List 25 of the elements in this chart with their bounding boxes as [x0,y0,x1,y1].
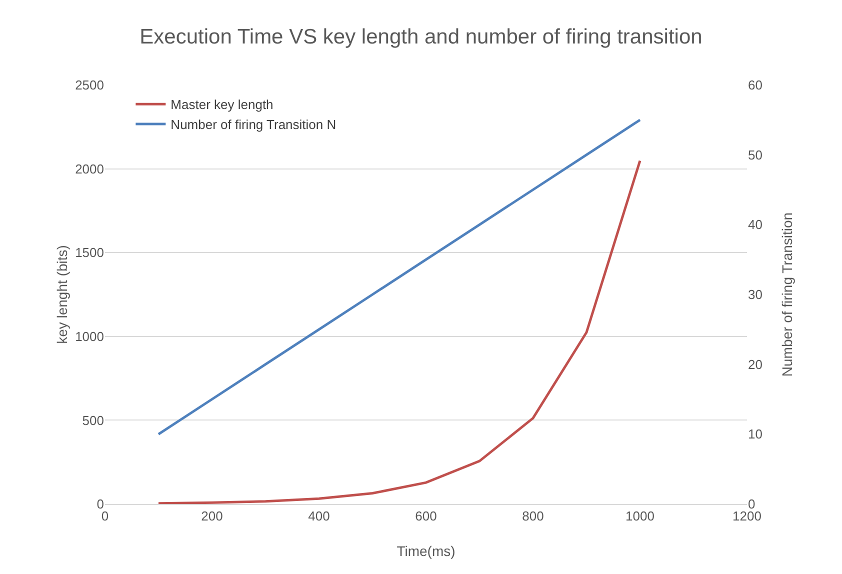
y2-tick-label: 20 [748,356,762,372]
x-tick-label: 800 [522,508,544,524]
y-tick-label: 2500 [75,78,104,93]
chart-title: Execution Time VS key length and number of firing transition [140,25,702,48]
y2-axis-title: Number of firing Transition [779,212,795,377]
x-tick-label: 400 [308,508,330,524]
x-tick-label: 600 [415,508,437,524]
y-tick-label: 500 [82,412,104,428]
y-tick-label: 1500 [75,245,104,260]
y2-tick-label: 10 [748,426,762,442]
y2-tick-label: 50 [748,147,762,162]
y2-tick-label: 30 [748,287,762,302]
line-series [157,118,642,436]
y-tick-label: 0 [96,496,104,512]
y-tick-label: 2000 [75,161,104,176]
x-tick-label: 200 [201,508,223,524]
x-tick-label: 1000 [626,508,654,524]
y-axis-title: key lenght (bits) [54,245,70,344]
x-axis-title: Time(ms) [396,543,456,559]
line-series [157,160,642,504]
legend-label: Master key length [170,97,274,112]
y2-tick-label: 40 [748,217,762,232]
y2-tick-label: 60 [748,78,762,93]
y-tick-label: 1000 [75,328,104,344]
legend-label: Number of firing Transition N [170,117,336,132]
